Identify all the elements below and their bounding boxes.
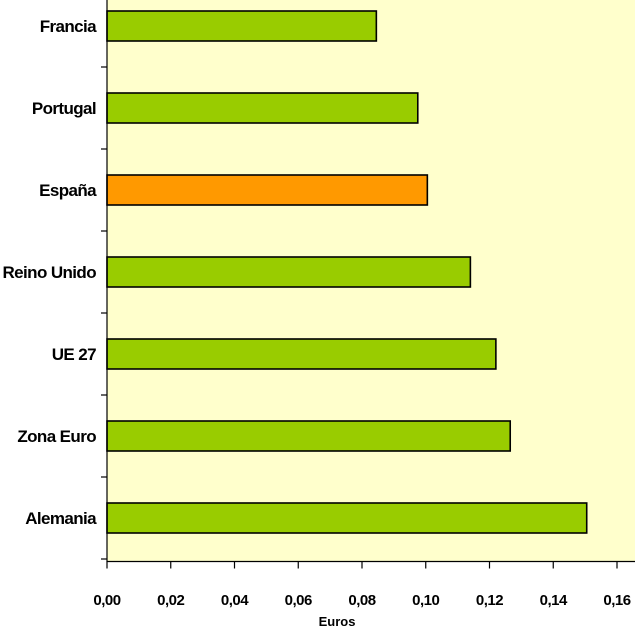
bar — [106, 256, 472, 288]
bar — [106, 502, 588, 534]
x-tick-label: 0,12 — [476, 592, 503, 609]
x-tick-label: 0,02 — [157, 592, 184, 609]
category-labels: Francia Portugal España Reino Unido UE 27 Zon… — [3, 17, 98, 528]
category-label: Reino Unido — [3, 263, 97, 282]
category-label: Francia — [40, 17, 97, 36]
category-label: Zona Euro — [17, 427, 96, 446]
category-label: UE 27 — [52, 345, 96, 364]
x-axis-title: Euros — [319, 614, 356, 629]
category-label: Alemania — [25, 509, 97, 528]
x-tick-label: 0,14 — [540, 592, 568, 609]
x-tick-label: 0,04 — [221, 592, 249, 609]
x-tick-label: 0,08 — [348, 592, 375, 609]
bar — [106, 338, 497, 370]
x-axis-ticks: 0,00 0,02 0,04 0,06 0,08 0,10 0,12 0,14 0,16 — [93, 561, 631, 609]
x-tick-label: 0,16 — [603, 592, 630, 609]
bar — [106, 420, 512, 452]
bars-group — [106, 10, 588, 534]
bar — [106, 92, 419, 124]
category-label: Portugal — [32, 99, 96, 118]
category-label: España — [39, 181, 97, 200]
x-tick-label: 0,10 — [412, 592, 439, 609]
y-axis-ticks — [101, 66, 107, 560]
x-tick-label: 0,00 — [93, 592, 120, 609]
x-tick-label: 0,06 — [285, 592, 312, 609]
bar — [106, 10, 378, 42]
bar — [106, 174, 429, 206]
